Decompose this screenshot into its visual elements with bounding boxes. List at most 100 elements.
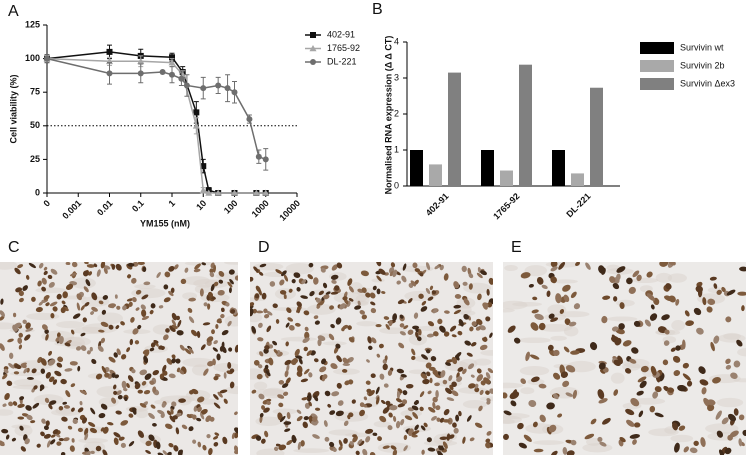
nucleus <box>488 277 493 285</box>
nucleus <box>377 436 382 442</box>
nucleus <box>672 422 679 431</box>
nucleus <box>445 387 452 395</box>
nucleus <box>234 411 238 416</box>
marker <box>106 48 113 55</box>
nucleus <box>689 447 698 454</box>
stroma <box>504 265 518 272</box>
nucleus <box>347 325 352 330</box>
nucleus <box>264 314 270 319</box>
marker <box>193 109 200 116</box>
nucleus <box>421 300 427 306</box>
nucleus <box>565 392 573 397</box>
nucleus <box>50 439 56 445</box>
stroma <box>253 381 268 391</box>
x-tick-label: 100 <box>222 198 240 216</box>
nucleus <box>214 432 220 436</box>
nucleus <box>22 285 28 291</box>
nucleus <box>69 272 78 277</box>
nucleus <box>443 273 449 281</box>
nucleus <box>209 272 215 278</box>
nucleus <box>546 402 555 410</box>
nucleus <box>213 402 221 409</box>
nucleus <box>718 449 725 455</box>
nucleus <box>709 276 717 281</box>
bar <box>481 150 494 186</box>
nucleus <box>300 440 305 447</box>
nucleus <box>359 310 365 315</box>
nucleus <box>550 450 558 455</box>
nucleus <box>355 450 360 455</box>
nucleus <box>670 347 676 352</box>
nucleus <box>213 441 219 447</box>
nucleus <box>292 358 299 364</box>
nucleus <box>306 350 313 356</box>
nucleus <box>336 262 343 269</box>
nucleus <box>552 393 559 400</box>
nucleus <box>116 305 121 310</box>
nucleus <box>667 387 675 393</box>
nucleus <box>231 432 236 440</box>
nucleus <box>443 409 450 416</box>
nucleus <box>178 398 186 403</box>
stroma <box>655 272 673 283</box>
nucleus <box>510 400 517 407</box>
nucleus <box>285 341 289 347</box>
nucleus <box>675 298 680 306</box>
nucleus <box>223 398 228 404</box>
nucleus <box>379 415 387 423</box>
nucleus <box>563 346 570 353</box>
nucleus <box>557 413 563 418</box>
stroma <box>537 323 573 332</box>
nucleus <box>279 415 286 423</box>
nucleus <box>52 379 58 385</box>
nucleus <box>528 399 537 408</box>
nucleus <box>186 414 192 419</box>
nucleus <box>330 291 339 295</box>
nucleus <box>573 303 581 310</box>
stroma <box>503 419 515 424</box>
nucleus <box>47 274 53 280</box>
nucleus <box>163 284 169 290</box>
nucleus <box>383 383 389 388</box>
nucleus <box>84 302 90 307</box>
nucleus <box>362 448 368 455</box>
nucleus <box>359 409 365 417</box>
nucleus <box>149 309 154 315</box>
nucleus <box>410 280 416 287</box>
nucleus <box>476 318 483 326</box>
nucleus <box>184 267 189 273</box>
micrograph <box>250 262 493 455</box>
nucleus <box>294 322 301 327</box>
nucleus <box>120 420 129 426</box>
nucleus <box>300 295 308 299</box>
nucleus <box>523 434 532 442</box>
nucleus <box>383 316 390 320</box>
nucleus <box>134 340 140 345</box>
nucleus <box>294 348 300 357</box>
nucleus <box>216 318 222 323</box>
nucleus <box>54 370 62 377</box>
nucleus <box>398 342 405 349</box>
nucleus <box>222 436 228 445</box>
nucleus <box>20 446 26 452</box>
nucleus <box>458 319 464 327</box>
nucleus <box>485 438 491 443</box>
nucleus <box>320 267 326 273</box>
nucleus <box>365 292 371 298</box>
nucleus <box>220 313 225 319</box>
nucleus <box>411 434 418 438</box>
nucleus <box>131 296 137 303</box>
nucleus <box>469 326 474 332</box>
nucleus <box>693 307 702 316</box>
nucleus <box>489 332 493 338</box>
nucleus <box>733 360 741 368</box>
nucleus <box>421 449 425 455</box>
nucleus <box>12 312 17 318</box>
nucleus <box>376 288 381 295</box>
nucleus <box>419 391 425 398</box>
nucleus <box>127 274 132 279</box>
nucleus <box>161 402 166 408</box>
nucleus <box>352 434 357 438</box>
nucleus <box>296 301 302 308</box>
panel-label: B <box>372 1 383 18</box>
